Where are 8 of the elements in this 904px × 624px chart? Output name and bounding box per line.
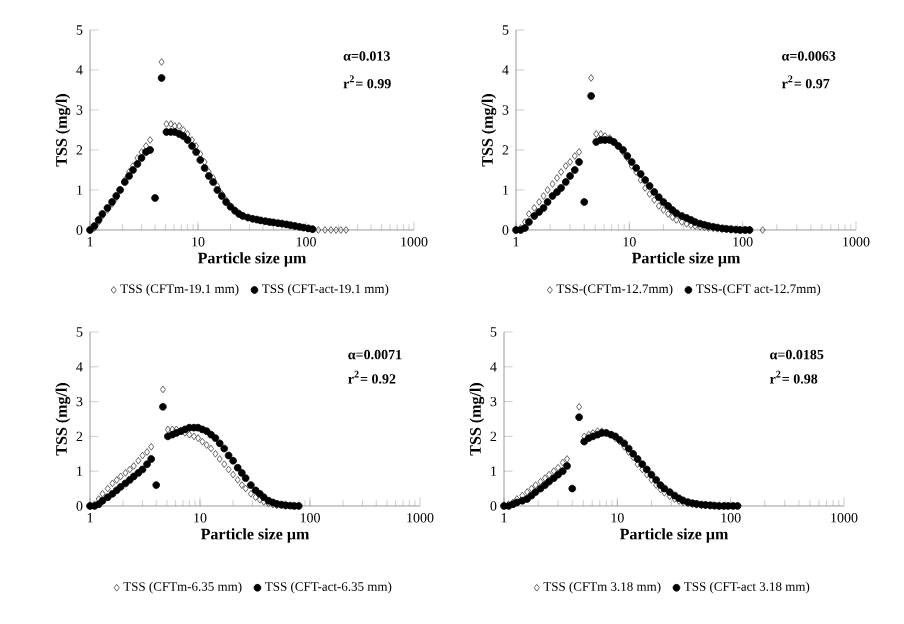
x-axis-title: Particle size µm [619, 528, 729, 543]
x-axis-title: Particle size µm [197, 252, 307, 267]
y-axis-title: TSS (mg/l) [481, 94, 497, 167]
x-axis-title: Particle size µm [631, 252, 741, 267]
y-axis-title: TSS (mg/l) [55, 383, 71, 456]
x-axis-title: Particle size µm [200, 528, 310, 543]
y-axis-title: TSS (mg/l) [469, 383, 485, 456]
y-axis-title: TSS (mg/l) [55, 94, 71, 167]
